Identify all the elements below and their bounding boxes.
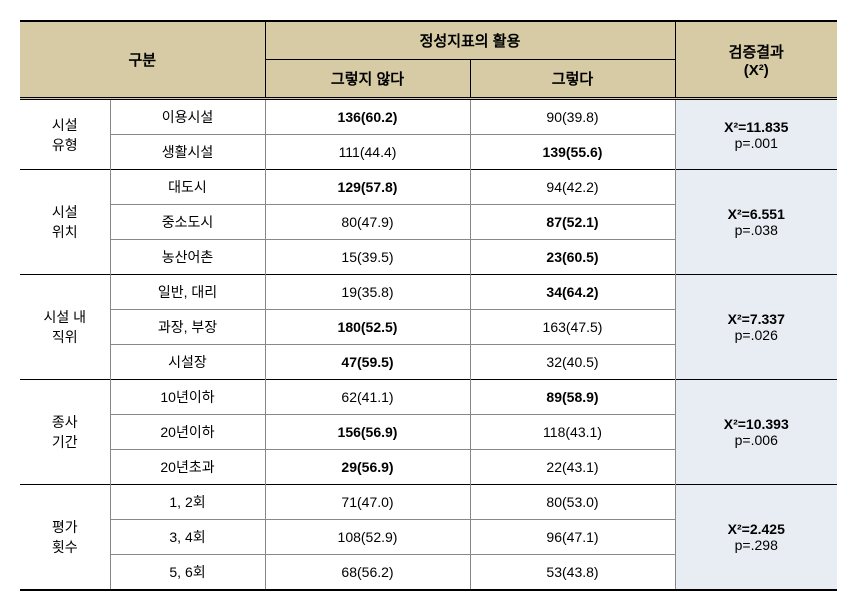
sub-label: 생활시설: [110, 135, 265, 170]
value-yes: 23(60.5): [470, 240, 675, 275]
value-no: 180(52.5): [265, 310, 470, 345]
sub-label: 20년이하: [110, 415, 265, 450]
sub-label: 5, 6회: [110, 555, 265, 591]
th-result-label: 검증결과: [729, 44, 784, 61]
value-no: 68(56.2): [265, 555, 470, 591]
group-label: 시설위치: [20, 170, 110, 275]
result-cell: X²=7.337p=.026: [675, 275, 837, 380]
stats-table: 구분 정성지표의 활용 검증결과 (X²) 그렇지 않다 그렇다 시설유형이용시…: [20, 20, 837, 591]
table-row: 시설위치대도시129(57.8)94(42.2)X²=6.551p=.038: [20, 170, 837, 205]
group-label-line2: 유형: [52, 137, 78, 153]
value-no: 108(52.9): [265, 520, 470, 555]
group-label-line2: 위치: [52, 224, 78, 240]
value-yes: 53(43.8): [470, 555, 675, 591]
th-usage: 정성지표의 활용: [265, 21, 675, 60]
sub-label: 과장, 부장: [110, 310, 265, 345]
group-label: 시설 내직위: [20, 275, 110, 380]
group-label-line1: 종사: [52, 414, 78, 430]
value-yes: 89(58.9): [470, 380, 675, 415]
value-yes: 80(53.0): [470, 485, 675, 520]
group-label-line1: 시설: [52, 117, 78, 133]
table-row: 시설유형이용시설136(60.2)90(39.8)X²=11.835p=.001: [20, 99, 837, 135]
value-yes: 163(47.5): [470, 310, 675, 345]
group-label-line2: 기간: [52, 434, 78, 450]
table-row: 평가횟수1, 2회71(47.0)80(53.0)X²=2.425p=.298: [20, 485, 837, 520]
result-x2: X²=10.393: [724, 416, 789, 432]
result-x2: X²=11.835: [724, 119, 788, 135]
sub-label: 3, 4회: [110, 520, 265, 555]
sub-label: 대도시: [110, 170, 265, 205]
value-no: 62(41.1): [265, 380, 470, 415]
value-no: 136(60.2): [265, 99, 470, 135]
table-row: 종사기간10년이하62(41.1)89(58.9)X²=10.393p=.006: [20, 380, 837, 415]
sub-label: 시설장: [110, 345, 265, 380]
result-cell: X²=2.425p=.298: [675, 485, 837, 591]
table-row: 시설 내직위일반, 대리19(35.8)34(64.2)X²=7.337p=.0…: [20, 275, 837, 310]
value-no: 15(39.5): [265, 240, 470, 275]
result-cell: X²=10.393p=.006: [675, 380, 837, 485]
result-p: p=.026: [735, 327, 778, 343]
value-no: 71(47.0): [265, 485, 470, 520]
result-p: p=.298: [735, 537, 778, 553]
value-yes: 32(40.5): [470, 345, 675, 380]
group-label: 시설유형: [20, 99, 110, 170]
value-yes: 94(42.2): [470, 170, 675, 205]
result-x2: X²=7.337: [728, 311, 785, 327]
result-p: p=.006: [735, 432, 778, 448]
value-no: 111(44.4): [265, 135, 470, 170]
value-no: 29(56.9): [265, 450, 470, 485]
th-category: 구분: [20, 21, 265, 99]
result-x2: X²=6.551: [728, 206, 785, 222]
group-label: 평가횟수: [20, 485, 110, 591]
sub-label: 일반, 대리: [110, 275, 265, 310]
result-cell: X²=6.551p=.038: [675, 170, 837, 275]
th-yes: 그렇다: [470, 60, 675, 99]
group-label-line2: 직위: [52, 329, 78, 345]
group-label-line2: 횟수: [52, 539, 78, 555]
value-yes: 118(43.1): [470, 415, 675, 450]
group-label: 종사기간: [20, 380, 110, 485]
sub-label: 1, 2회: [110, 485, 265, 520]
group-label-line1: 시설: [52, 204, 78, 220]
value-yes: 139(55.6): [470, 135, 675, 170]
sub-label: 중소도시: [110, 205, 265, 240]
value-no: 80(47.9): [265, 205, 470, 240]
sub-label: 20년초과: [110, 450, 265, 485]
value-no: 156(56.9): [265, 415, 470, 450]
group-label-line1: 시설 내: [43, 309, 86, 325]
group-label-line1: 평가: [52, 519, 78, 535]
value-yes: 22(43.1): [470, 450, 675, 485]
sub-label: 10년이하: [110, 380, 265, 415]
th-result: 검증결과 (X²): [675, 21, 837, 99]
sub-label: 이용시설: [110, 99, 265, 135]
result-x2: X²=2.425: [728, 521, 785, 537]
value-no: 19(35.8): [265, 275, 470, 310]
value-yes: 96(47.1): [470, 520, 675, 555]
value-yes: 34(64.2): [470, 275, 675, 310]
th-no: 그렇지 않다: [265, 60, 470, 99]
result-p: p=.038: [735, 222, 778, 238]
value-yes: 90(39.8): [470, 99, 675, 135]
th-result-sub: (X²): [744, 62, 769, 79]
result-p: p=.001: [735, 135, 778, 151]
value-no: 47(59.5): [265, 345, 470, 380]
value-no: 129(57.8): [265, 170, 470, 205]
result-cell: X²=11.835p=.001: [675, 99, 837, 170]
sub-label: 농산어촌: [110, 240, 265, 275]
value-yes: 87(52.1): [470, 205, 675, 240]
